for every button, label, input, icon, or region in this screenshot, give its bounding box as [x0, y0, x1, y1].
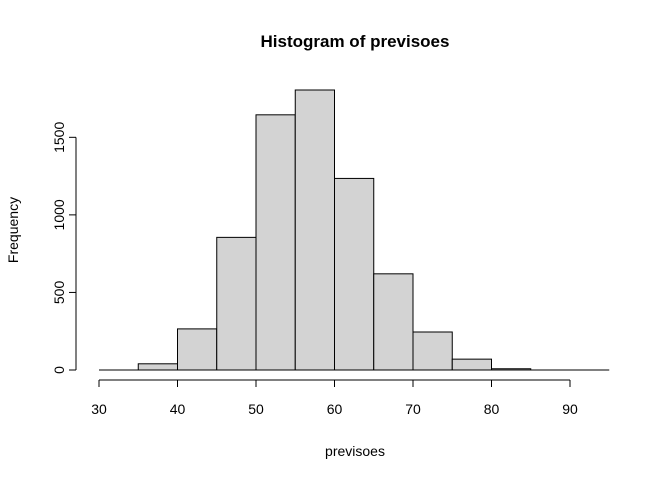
histogram-bar [412, 331, 453, 371]
y-tick-label: 1000 [51, 199, 67, 230]
x-tick-label: 70 [405, 401, 421, 417]
x-axis: 30 40 50 60 70 80 90 [91, 379, 578, 417]
histogram-bar [373, 273, 414, 371]
histogram-bar [491, 368, 532, 371]
y-axis-label: Frequency [5, 197, 21, 263]
y-axis: 0 500 1000 1500 [51, 122, 77, 374]
histogram-bar [177, 328, 218, 371]
histogram-bar [216, 236, 257, 371]
histogram-bar [334, 177, 375, 371]
histogram-bar [137, 363, 178, 371]
histogram-bar [451, 358, 492, 371]
x-tick-label: 30 [91, 401, 107, 417]
y-tick-label: 1500 [51, 122, 67, 153]
x-tick-label: 50 [248, 401, 264, 417]
y-tick-label: 0 [51, 366, 67, 374]
histogram-bar [294, 89, 335, 371]
chart-title: Histogram of previsoes [261, 32, 450, 51]
bars-group [99, 89, 610, 371]
x-tick-label: 80 [484, 401, 500, 417]
y-tick-label: 500 [51, 281, 67, 305]
x-tick-label: 90 [562, 401, 578, 417]
histogram-bar [255, 114, 296, 371]
x-tick-label: 40 [170, 401, 186, 417]
x-tick-label: 60 [327, 401, 343, 417]
x-axis-label: previsoes [325, 443, 385, 459]
